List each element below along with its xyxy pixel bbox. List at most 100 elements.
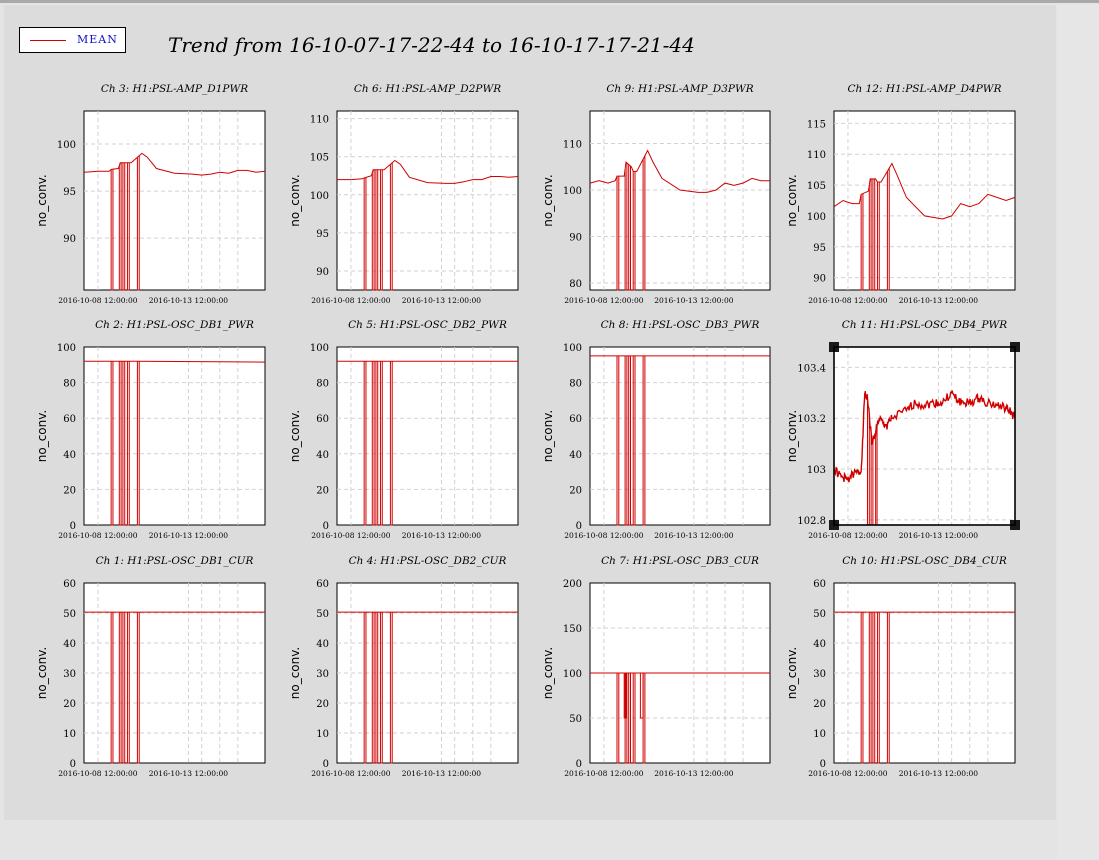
y-tick-label: 100 bbox=[807, 212, 826, 223]
dropout-mark bbox=[118, 361, 122, 526]
dropout-mark bbox=[371, 612, 375, 764]
dropout-mark bbox=[886, 168, 890, 291]
dropout-mark bbox=[616, 355, 620, 526]
y-axis-label: no_conv. bbox=[288, 410, 302, 462]
x-tick-label: 2016-10-08 12:00:00 bbox=[564, 769, 644, 778]
y-tick-label: 0 bbox=[70, 521, 76, 532]
x-tick-label: 2016-10-13 12:00:00 bbox=[149, 296, 229, 305]
y-tick-label: 100 bbox=[563, 343, 582, 354]
y-tick-label: 60 bbox=[63, 579, 76, 590]
chart-title: Ch 3: H1:PSL-AMP_D1PWR bbox=[101, 83, 248, 95]
dropout-mark bbox=[628, 673, 631, 764]
chart-8: Ch 11: H1:PSL-OSC_DB4_PWR 102.8 103 103.2 10… bbox=[785, 319, 1020, 540]
chart-3: Ch 9: H1:PSL-AMP_D3PWR 80 90 100 110 2016-10-… bbox=[541, 83, 771, 305]
y-axis-label: no_conv. bbox=[785, 174, 799, 226]
dropout-mark bbox=[632, 673, 636, 764]
x-tick-label: 2016-10-13 12:00:00 bbox=[402, 296, 482, 305]
y-tick-label: 20 bbox=[316, 699, 329, 710]
y-axis-label: no_conv. bbox=[35, 647, 49, 699]
dropout-mark bbox=[642, 355, 646, 526]
series-line bbox=[84, 360, 266, 363]
y-tick-label: 105 bbox=[310, 153, 329, 164]
y-tick-label: 110 bbox=[563, 140, 582, 151]
chart-title: Ch 6: H1:PSL-AMP_D2PWR bbox=[354, 83, 501, 95]
x-tick-label: 2016-10-08 12:00:00 bbox=[58, 769, 138, 778]
dropout-mark bbox=[136, 361, 140, 526]
plot-area bbox=[83, 346, 266, 526]
y-axis-label: no_conv. bbox=[785, 410, 799, 462]
chart-1: Ch 3: H1:PSL-AMP_D1PWR 90 95 100 2016-10-08 … bbox=[35, 83, 266, 305]
y-tick-label: 150 bbox=[563, 624, 582, 635]
y-tick-label: 0 bbox=[576, 759, 582, 770]
x-tick-label: 2016-10-13 12:00:00 bbox=[899, 769, 979, 778]
y-tick-label: 95 bbox=[316, 229, 329, 240]
dropout-mark bbox=[110, 169, 114, 291]
plot-area bbox=[336, 110, 519, 291]
chart-title: Ch 9: H1:PSL-AMP_D3PWR bbox=[606, 83, 753, 95]
y-tick-label: 20 bbox=[569, 485, 582, 496]
legend-swatch bbox=[30, 40, 66, 41]
x-tick-label: 2016-10-08 12:00:00 bbox=[808, 769, 888, 778]
dropout-mark bbox=[632, 355, 636, 526]
chart-title: Ch 2: H1:PSL-OSC_DB1_PWR bbox=[95, 319, 254, 331]
dropout-mark bbox=[872, 612, 876, 764]
y-axis-label: no_conv. bbox=[541, 647, 555, 699]
y-tick-label: 115 bbox=[807, 119, 826, 130]
y-tick-label: 30 bbox=[63, 669, 76, 680]
chart-10: Ch 4: H1:PSL-OSC_DB2_CUR 0 10 20 30 40 50 60 201… bbox=[288, 555, 519, 778]
dropout-mark bbox=[126, 361, 130, 526]
y-tick-label: 20 bbox=[63, 485, 76, 496]
y-tick-label: 60 bbox=[813, 579, 826, 590]
dropout-mark bbox=[379, 169, 383, 291]
dropout-mark bbox=[876, 181, 880, 291]
y-tick-label: 20 bbox=[813, 699, 826, 710]
x-tick-label: 2016-10-08 12:00:00 bbox=[311, 769, 391, 778]
dropout-mark bbox=[616, 673, 620, 764]
dropout-mark bbox=[860, 612, 864, 764]
legend-label: MEAN bbox=[77, 33, 118, 46]
chart-7: Ch 8: H1:PSL-OSC_DB3_PWR 0 20 40 60 80 100 2016… bbox=[541, 319, 771, 540]
y-tick-label: 40 bbox=[63, 639, 76, 650]
x-tick-label: 2016-10-13 12:00:00 bbox=[654, 296, 734, 305]
series-line bbox=[83, 152, 266, 176]
dropout-mark bbox=[363, 361, 367, 526]
y-tick-label: 30 bbox=[316, 669, 329, 680]
y-tick-label: 100 bbox=[57, 140, 76, 151]
x-tick-label: 2016-10-08 12:00:00 bbox=[808, 296, 888, 305]
y-axis-label: no_conv. bbox=[541, 410, 555, 462]
dropout-mark bbox=[371, 361, 375, 526]
right-gutter bbox=[1057, 5, 1099, 860]
y-tick-label: 102.8 bbox=[797, 516, 826, 527]
dropout-mark bbox=[632, 171, 636, 291]
dropout-mark bbox=[363, 612, 367, 764]
y-tick-label: 200 bbox=[563, 579, 582, 590]
plot-area bbox=[83, 110, 266, 291]
x-tick-label: 2016-10-13 12:00:00 bbox=[402, 769, 482, 778]
y-tick-label: 20 bbox=[63, 699, 76, 710]
dropout-mark bbox=[642, 155, 646, 291]
y-tick-label: 90 bbox=[63, 234, 76, 245]
dropout-mark bbox=[616, 176, 620, 291]
y-tick-label: 103.2 bbox=[797, 414, 826, 425]
y-tick-label: 80 bbox=[316, 379, 329, 390]
step-mark bbox=[639, 673, 644, 719]
y-tick-label: 60 bbox=[569, 414, 582, 425]
y-tick-label: 80 bbox=[569, 279, 582, 290]
y-tick-label: 100 bbox=[563, 669, 582, 680]
dropout-mark bbox=[136, 155, 140, 291]
y-tick-label: 20 bbox=[316, 485, 329, 496]
legend: MEAN bbox=[19, 27, 126, 53]
y-tick-label: 105 bbox=[807, 181, 826, 192]
series-line bbox=[833, 390, 1016, 483]
plot-area bbox=[589, 346, 771, 526]
dropout-mark bbox=[122, 612, 126, 764]
dropout-mark bbox=[363, 177, 367, 291]
page-title: Trend from 16-10-07-17-22-44 to 16-10-17… bbox=[168, 33, 695, 57]
chart-2: Ch 6: H1:PSL-AMP_D2PWR 90 95 100 105 110 2016-… bbox=[288, 83, 519, 305]
y-tick-label: 80 bbox=[63, 379, 76, 390]
y-tick-label: 40 bbox=[813, 639, 826, 650]
y-tick-label: 30 bbox=[813, 669, 826, 680]
chart-4: Ch 12: H1:PSL-AMP_D4PWR 90 95 100 105 110 115 2… bbox=[785, 83, 1016, 305]
dropout-mark bbox=[122, 361, 126, 526]
x-tick-label: 2016-10-13 12:00:00 bbox=[899, 296, 979, 305]
